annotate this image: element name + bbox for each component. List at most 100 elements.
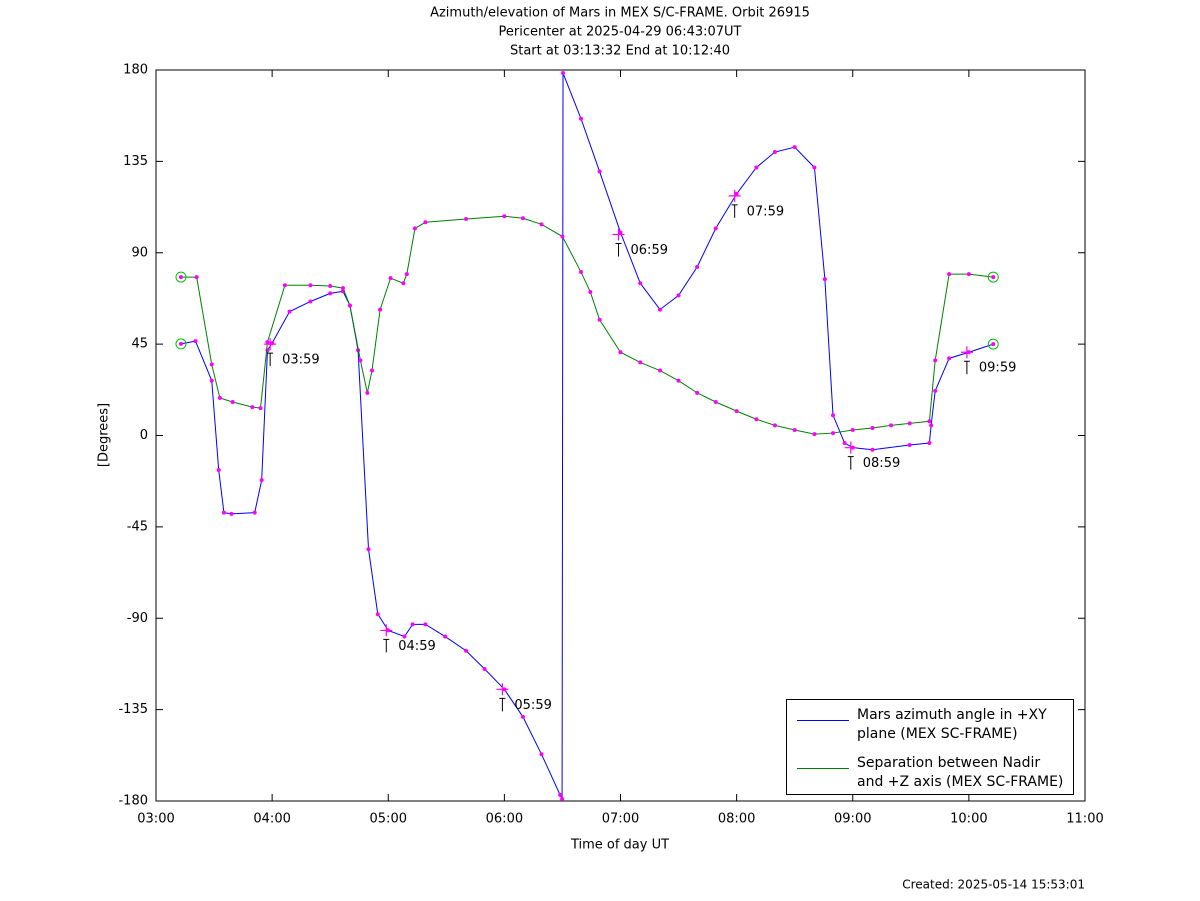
data-point [597, 169, 602, 174]
annotation-pointer [383, 638, 390, 653]
chart-subtitle: Pericenter at 2025-04-29 06:43:07UT [498, 25, 741, 40]
annotation-pointer [499, 697, 506, 712]
data-point [358, 358, 363, 363]
data-point [792, 428, 797, 433]
data-point [561, 71, 566, 76]
x-tick-label: 08:00 [718, 812, 755, 827]
data-point [713, 399, 718, 404]
data-point [216, 468, 221, 473]
data-point [282, 283, 287, 288]
data-point [221, 510, 226, 515]
data-point [308, 299, 313, 304]
data-point [618, 230, 623, 235]
data-point [638, 281, 643, 286]
data-point [579, 270, 584, 275]
annotation-marker [264, 338, 277, 351]
data-point [933, 388, 938, 393]
data-point [812, 165, 817, 170]
annotation-label: 03:59 [282, 353, 319, 368]
data-point [889, 423, 894, 428]
y-tick-label: -45 [127, 519, 148, 534]
data-point [842, 441, 847, 446]
y-tick-label: -135 [118, 702, 148, 717]
y-tick-label: 0 [140, 428, 148, 443]
endpoint-marker [175, 338, 187, 350]
data-point [365, 390, 370, 395]
annotation-label: 04:59 [398, 639, 435, 654]
x-tick-label: 06:00 [486, 812, 523, 827]
data-point [676, 378, 681, 383]
data-point [252, 510, 257, 515]
data-point [230, 399, 235, 404]
legend-label: Mars azimuth angle in +XY plane (MEX SC-… [857, 707, 1047, 742]
data-point [520, 714, 525, 719]
data-point [991, 275, 996, 280]
data-point [713, 226, 718, 231]
data-point [375, 612, 380, 617]
x-tick-label: 10:00 [950, 812, 987, 827]
data-point [657, 368, 662, 373]
annotation-marker [380, 624, 393, 637]
data-point [933, 358, 938, 363]
chart-title: Azimuth/elevation of Mars in MEX S/C-FRA… [430, 6, 810, 21]
endpoint-marker [987, 338, 999, 350]
data-point [927, 419, 932, 424]
y-tick-label: -180 [118, 794, 148, 809]
data-point [328, 291, 333, 296]
x-tick-label: 07:00 [602, 812, 639, 827]
y-tick-label: -90 [127, 611, 148, 626]
data-point [558, 792, 563, 797]
data-point [907, 421, 912, 426]
data-point [822, 277, 827, 282]
data-point [831, 431, 836, 436]
data-point [464, 217, 469, 222]
annotation-label: 05:59 [514, 698, 551, 713]
data-point [464, 648, 469, 653]
data-point [991, 342, 996, 347]
annotation-marker [612, 228, 625, 241]
legend-entry: Mars azimuth angle in +XY plane (MEX SC-… [787, 700, 1073, 748]
data-point [734, 409, 739, 414]
data-point [178, 275, 183, 280]
x-tick-label: 05:00 [370, 812, 407, 827]
data-point [412, 226, 417, 231]
annotation-marker [728, 189, 741, 202]
data-point [870, 425, 875, 430]
legend-swatch [797, 768, 849, 769]
y-tick-label: 90 [131, 245, 148, 260]
y-tick-label: 135 [123, 154, 148, 169]
data-point [754, 165, 759, 170]
endpoint-marker [175, 271, 187, 283]
data-point [401, 281, 406, 286]
x-tick-label: 11:00 [1066, 812, 1103, 827]
annotation-pointer [847, 456, 854, 470]
data-point [502, 214, 507, 219]
data-point [366, 547, 371, 552]
data-point [831, 413, 836, 418]
annotation-marker [496, 683, 509, 696]
data-point [369, 368, 374, 373]
annotation-pointer [731, 204, 738, 218]
data-point [402, 634, 407, 639]
data-point [229, 511, 234, 516]
data-point [907, 443, 912, 448]
data-point [947, 356, 952, 361]
data-point [927, 441, 932, 446]
data-point [178, 341, 183, 346]
data-point [388, 276, 393, 281]
data-point [754, 417, 759, 422]
data-point [947, 272, 952, 277]
data-point [792, 145, 797, 150]
legend-swatch [797, 720, 849, 721]
annotation-label: 07:59 [747, 204, 784, 219]
series-line [180, 72, 994, 800]
x-tick-label: 04:00 [253, 812, 290, 827]
data-point [579, 116, 584, 121]
annotation-pointer [267, 352, 274, 367]
data-point [259, 478, 264, 483]
y-tick-label: 45 [131, 337, 148, 352]
series-line [180, 215, 994, 435]
data-point [209, 362, 214, 367]
